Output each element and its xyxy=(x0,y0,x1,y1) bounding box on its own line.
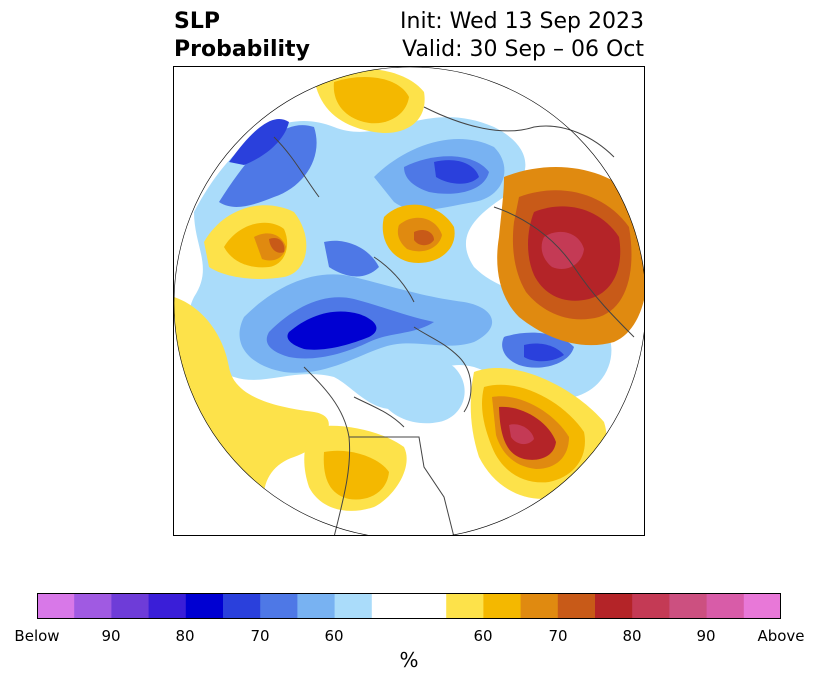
colorbar-cell xyxy=(297,593,336,619)
colorbar-cell xyxy=(409,593,447,619)
colorbar-cell xyxy=(669,593,708,619)
colorbar-cell xyxy=(595,593,633,619)
colorbar-tick-below: Below xyxy=(14,627,60,645)
colorbar-tick-above-80: 80 xyxy=(622,627,642,645)
colorbar-cell xyxy=(632,593,670,619)
colorbar-cell xyxy=(520,593,559,619)
colorbar xyxy=(37,593,781,619)
colorbar-tick-above-70: 70 xyxy=(548,627,568,645)
colorbar-cell xyxy=(111,593,150,619)
colorbar-cell xyxy=(743,593,781,619)
colorbar-tick-above: Above xyxy=(757,627,805,645)
colorbar-tick-below-80: 80 xyxy=(175,627,195,645)
coastlines xyxy=(273,106,635,535)
colorbar-cell xyxy=(185,593,224,619)
forecast-dates: Init: Wed 13 Sep 2023 Valid: 30 Sep – 06… xyxy=(400,8,644,64)
init-date: Init: Wed 13 Sep 2023 xyxy=(400,9,644,34)
colorbar-unit: % xyxy=(399,648,419,672)
colorbar-cell xyxy=(74,593,112,619)
title-line-1: SLP xyxy=(174,9,220,34)
colorbar-cell xyxy=(37,593,75,619)
colorbar-tick-below-60: 60 xyxy=(324,627,344,645)
colorbar-cell xyxy=(371,593,410,619)
colorbar-tick-below-70: 70 xyxy=(250,627,270,645)
map-title: SLP Probability xyxy=(174,8,310,64)
colorbar-tick-below-90: 90 xyxy=(101,627,121,645)
colorbar-cell xyxy=(706,593,745,619)
colorbar-cell xyxy=(483,593,522,619)
colorbar-cell xyxy=(557,593,596,619)
colorbar-tick-above-60: 60 xyxy=(473,627,493,645)
probability-field xyxy=(174,67,644,535)
colorbar-cell xyxy=(334,593,373,619)
colorbar-tick-above-90: 90 xyxy=(696,627,716,645)
colorbar-cell xyxy=(148,593,187,619)
colorbar-cell xyxy=(260,593,298,619)
valid-date: Valid: 30 Sep – 06 Oct xyxy=(402,37,644,62)
probability-map xyxy=(173,66,645,536)
colorbar-cell xyxy=(446,593,484,619)
title-line-2: Probability xyxy=(174,37,310,62)
map-svg xyxy=(174,67,644,535)
colorbar-cell xyxy=(223,593,261,619)
